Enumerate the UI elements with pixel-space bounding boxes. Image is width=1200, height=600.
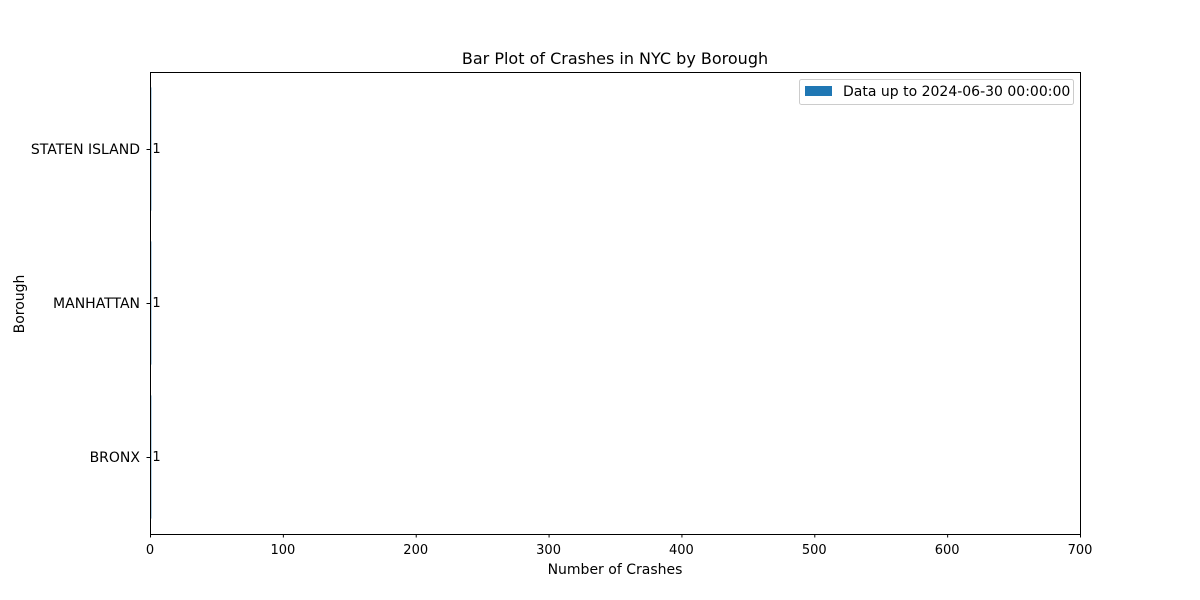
x-tick-label: 300: [536, 543, 561, 558]
data-label: 1: [152, 450, 160, 465]
chart-title: Bar Plot of Crashes in NYC by Borough: [462, 49, 768, 68]
data-label: 1: [152, 142, 160, 157]
x-tick-label: 400: [669, 543, 694, 558]
legend: Data up to 2024-06-30 00:00:00: [799, 79, 1074, 105]
y-axis-label: Borough: [12, 275, 28, 334]
y-tick-label: MANHATTAN: [53, 296, 140, 312]
x-tick-label: 100: [270, 543, 295, 558]
legend-label: Data up to 2024-06-30 00:00:00: [843, 84, 1070, 100]
axes-frame: [150, 72, 1081, 535]
x-tick-label: 0: [146, 543, 154, 558]
x-tick-label: 600: [935, 543, 960, 558]
x-tick-label: 200: [403, 543, 428, 558]
legend-swatch: [805, 86, 832, 96]
legend-box: [799, 79, 1074, 105]
y-axis-ticks: BRONX MANHATTAN STATEN ISLAND: [31, 142, 150, 466]
x-axis-ticks: 0 100 200 300 400 500 600 700: [146, 534, 1093, 558]
x-tick-label: 500: [802, 543, 827, 558]
data-labels-group: 1 1 1: [152, 142, 160, 465]
y-tick-label: STATEN ISLAND: [31, 142, 140, 158]
data-label: 1: [152, 296, 160, 311]
x-tick-label: 700: [1068, 543, 1093, 558]
x-axis-label: Number of Crashes: [548, 562, 683, 578]
y-tick-label: BRONX: [90, 450, 141, 466]
